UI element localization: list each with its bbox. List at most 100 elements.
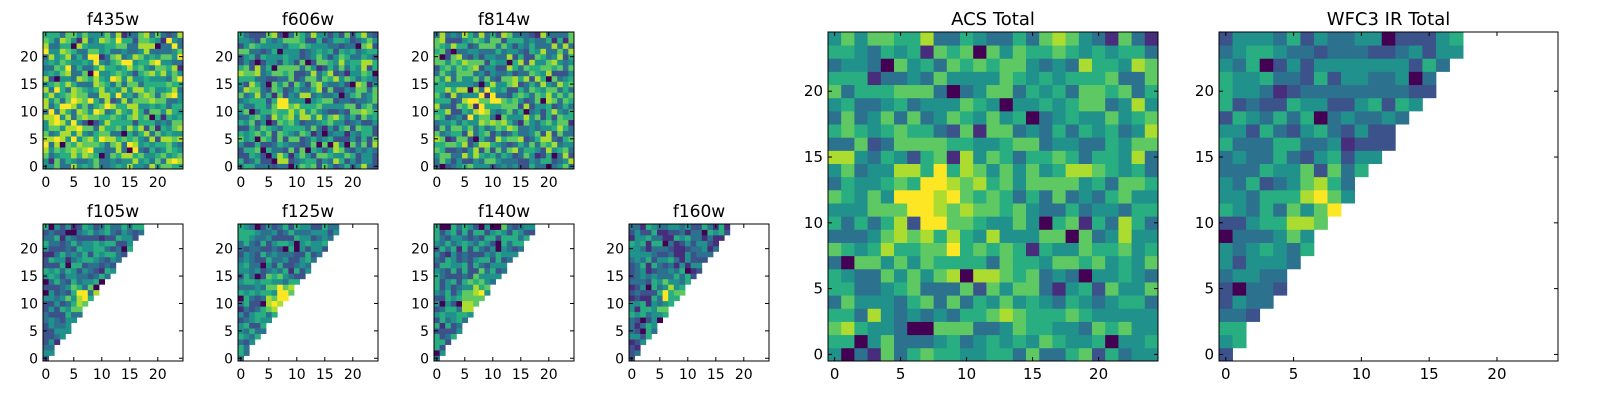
heatmap-cell xyxy=(87,75,94,82)
heatmap-cell xyxy=(138,70,145,77)
heatmap-cell xyxy=(82,81,89,88)
heatmap-cell xyxy=(59,59,66,66)
heatmap-cell xyxy=(634,245,641,252)
heatmap-cell xyxy=(645,278,652,285)
heatmap-cell xyxy=(48,224,55,230)
heatmap-cell xyxy=(160,119,167,126)
heatmap-cell xyxy=(668,284,675,291)
heatmap-cell xyxy=(316,70,323,77)
heatmap-cell xyxy=(177,42,184,49)
heatmap-cell xyxy=(1092,242,1106,257)
heatmap-cell xyxy=(54,339,61,345)
heatmap-cell xyxy=(495,240,502,247)
heatmap-cell xyxy=(160,86,167,93)
heatmap-cell xyxy=(104,273,111,280)
heatmap-cell xyxy=(478,125,485,132)
heatmap-cell xyxy=(495,245,502,252)
heatmap-cell xyxy=(254,256,261,263)
heatmap-cell xyxy=(87,86,94,93)
heatmap-cell xyxy=(249,119,256,126)
heatmap-cell xyxy=(344,53,351,60)
heatmap-cell xyxy=(828,216,842,230)
heatmap-cell xyxy=(1026,32,1040,46)
heatmap-cell xyxy=(277,284,284,291)
heatmap-cell xyxy=(1105,163,1119,178)
heatmap-cell xyxy=(1012,84,1027,99)
heatmap-cell xyxy=(243,64,250,71)
heatmap-cell xyxy=(310,245,317,252)
heatmap-cell xyxy=(372,86,379,93)
heatmap-cell xyxy=(322,103,328,110)
heatmap-cell xyxy=(355,108,362,115)
heatmap-cell xyxy=(867,229,882,243)
heatmap-cell xyxy=(506,163,513,170)
heatmap-cell xyxy=(484,284,491,291)
x-tick-label: 20 xyxy=(149,175,167,191)
heatmap-cell xyxy=(960,308,974,322)
heatmap-cell xyxy=(271,251,278,258)
heatmap-cell xyxy=(523,152,530,159)
heatmap-cell xyxy=(48,86,55,93)
heatmap-cell xyxy=(299,48,306,55)
heatmap-cell xyxy=(249,273,256,280)
heatmap-cell xyxy=(450,42,457,49)
heatmap-cell xyxy=(1286,150,1301,164)
heatmap-cell xyxy=(149,152,156,159)
heatmap-cell xyxy=(254,289,261,296)
heatmap-cell xyxy=(115,92,122,99)
heatmap-cell xyxy=(484,48,491,55)
heatmap-cell xyxy=(305,92,312,99)
heatmap-cell xyxy=(946,216,961,230)
heatmap-cell xyxy=(138,53,145,60)
heatmap-cell xyxy=(1327,58,1342,72)
heatmap-cell xyxy=(76,70,83,77)
heatmap-cell xyxy=(1144,268,1159,283)
heatmap-cell xyxy=(484,32,491,38)
heatmap-cell xyxy=(506,64,513,71)
axes-frame xyxy=(827,31,1159,362)
heatmap-cell xyxy=(65,317,72,324)
heatmap-cell xyxy=(43,317,49,324)
heatmap-cell xyxy=(1118,334,1132,349)
heatmap-cell xyxy=(679,240,686,247)
heatmap-cell xyxy=(434,284,440,291)
heatmap-cell xyxy=(121,70,128,77)
heatmap-cell xyxy=(973,282,987,296)
axes-frame xyxy=(237,223,379,362)
heatmap-cell xyxy=(282,141,289,148)
heatmap-cell xyxy=(960,242,974,257)
heatmap-cell xyxy=(450,32,457,38)
heatmap-cell xyxy=(562,81,569,88)
heatmap-cell xyxy=(366,81,373,88)
heatmap-cell xyxy=(1219,268,1233,283)
heatmap-cell xyxy=(333,86,340,93)
heatmap-cell xyxy=(1012,124,1027,138)
heatmap-cell xyxy=(333,97,340,104)
heatmap-cell xyxy=(657,295,663,302)
heatmap-cell xyxy=(707,234,714,241)
heatmap-cell xyxy=(99,267,105,274)
heatmap-cell xyxy=(54,152,61,159)
heatmap-cell xyxy=(1078,321,1093,336)
heatmap-cell xyxy=(1273,255,1288,270)
heatmap-cell xyxy=(110,53,117,60)
heatmap-cell xyxy=(439,339,446,345)
heatmap-cell xyxy=(562,152,569,159)
heatmap-cell xyxy=(87,70,94,77)
heatmap-cell xyxy=(132,119,139,126)
heatmap-cell xyxy=(445,97,452,104)
heatmap-cell xyxy=(282,81,289,88)
heatmap-cell xyxy=(450,289,457,296)
heatmap-cell xyxy=(266,97,272,104)
heatmap-cell xyxy=(316,37,323,44)
heatmap-cell xyxy=(1354,84,1369,99)
heatmap-cell xyxy=(490,97,496,104)
heatmap-cell xyxy=(294,267,300,274)
heatmap-cell xyxy=(254,234,261,241)
heatmap-cell xyxy=(48,108,55,115)
heatmap-cell xyxy=(322,234,328,241)
heatmap-cell xyxy=(445,300,452,307)
heatmap-cell xyxy=(484,42,491,49)
x-tick-label: 15 xyxy=(316,367,334,383)
heatmap-cell xyxy=(54,273,61,280)
